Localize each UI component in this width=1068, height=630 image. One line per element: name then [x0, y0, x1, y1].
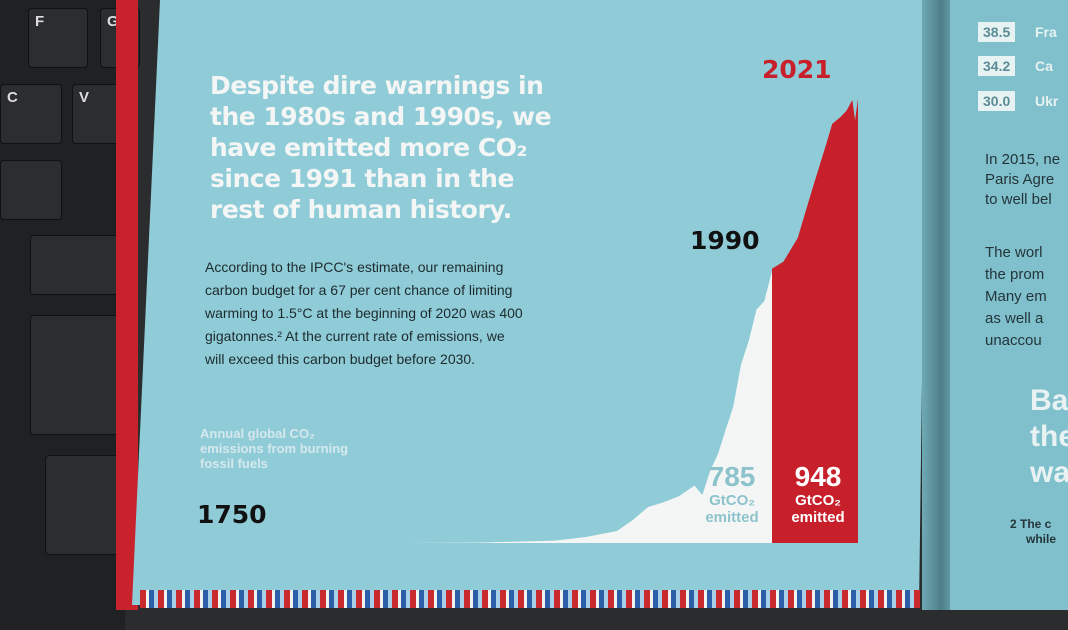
key-label: F: [35, 13, 45, 30]
body-line: carbon budget for a 67 per cent chance o…: [205, 282, 513, 298]
stat-value: 785: [708, 461, 756, 492]
headline-line: the 1980s and 1990s, we: [210, 102, 552, 131]
key: [30, 315, 120, 435]
label-1750: 1750: [197, 500, 267, 529]
text-line: to well bel: [985, 191, 1052, 208]
key-label: C: [7, 89, 18, 106]
stat-label: emitted: [705, 509, 759, 526]
text-line: the prom: [985, 266, 1045, 283]
chart-title: Annual global CO₂ emissions from burning…: [200, 426, 349, 471]
body-paragraph: According to the IPCC's estimate, our re…: [205, 256, 565, 371]
headline-line: rest of human history.: [210, 195, 512, 224]
key-c: C: [0, 84, 62, 144]
country-label: Ca: [1035, 58, 1053, 74]
key-f: F: [28, 8, 88, 68]
text-line: In 2015, ne: [985, 151, 1061, 168]
country-label: Fra: [1035, 24, 1057, 40]
body-line: will exceed this carbon budget before 20…: [205, 351, 476, 367]
heading-line: the: [1030, 420, 1068, 453]
label-1990: 1990: [690, 226, 760, 255]
text-line: unaccou: [985, 332, 1042, 349]
key: [0, 160, 62, 220]
right-paragraph-2: The worl the prom Many em as well a unac…: [985, 242, 1047, 352]
value-tag: 38.5: [978, 22, 1016, 42]
heading-line: wa: [1030, 456, 1068, 489]
body-line: According to the IPCC's estimate, our re…: [205, 259, 504, 275]
area-1991-2021: [772, 98, 858, 544]
text-line: Many em: [985, 288, 1047, 305]
text-line: The worl: [985, 244, 1043, 261]
text-line: while: [1026, 532, 1057, 546]
right-paragraph-1: In 2015, ne Paris Agre to well bel: [985, 150, 1060, 210]
body-line: gigatonnes.² At the current rate of emis…: [205, 328, 505, 344]
laptop-keyboard: F G C V: [0, 0, 140, 630]
headline-line: have emitted more CO₂: [210, 133, 527, 162]
text-line: 2 The c: [1010, 517, 1052, 531]
key-label: V: [79, 89, 90, 106]
book-cover-edge: [116, 0, 138, 610]
country-label: Ukr: [1035, 93, 1059, 109]
stat-unit: GtCO₂: [709, 492, 755, 509]
heading-line: Bas: [1030, 384, 1068, 417]
text-line: as well a: [985, 310, 1044, 327]
stat-value: 948: [794, 461, 842, 492]
book-gutter: [922, 0, 954, 610]
stat-label: emitted: [791, 509, 845, 526]
footnote: 2 The c while: [1010, 517, 1056, 547]
key: [30, 235, 120, 295]
warming-stripes-edge: [140, 590, 920, 608]
stat-785: 785 GtCO₂ emitted: [692, 461, 772, 527]
value-tag: 30.0: [978, 91, 1016, 111]
key-label: G: [107, 13, 119, 30]
right-heading: Bas the wa: [1030, 383, 1068, 491]
stat-unit: GtCO₂: [795, 492, 841, 509]
value-tag: 34.2: [978, 56, 1016, 76]
key: [45, 455, 125, 555]
headline-line: Despite dire warnings in: [210, 71, 544, 100]
area-1750-1990: [400, 271, 772, 543]
label-2021: 2021: [762, 55, 832, 84]
headline-line: since 1991 than in the: [210, 164, 514, 193]
headline: Despite dire warnings in the 1980s and 1…: [210, 70, 570, 225]
text-line: Paris Agre: [985, 171, 1055, 188]
stat-948: 948 GtCO₂ emitted: [778, 461, 858, 527]
body-line: warming to 1.5°C at the beginning of 202…: [205, 305, 523, 321]
